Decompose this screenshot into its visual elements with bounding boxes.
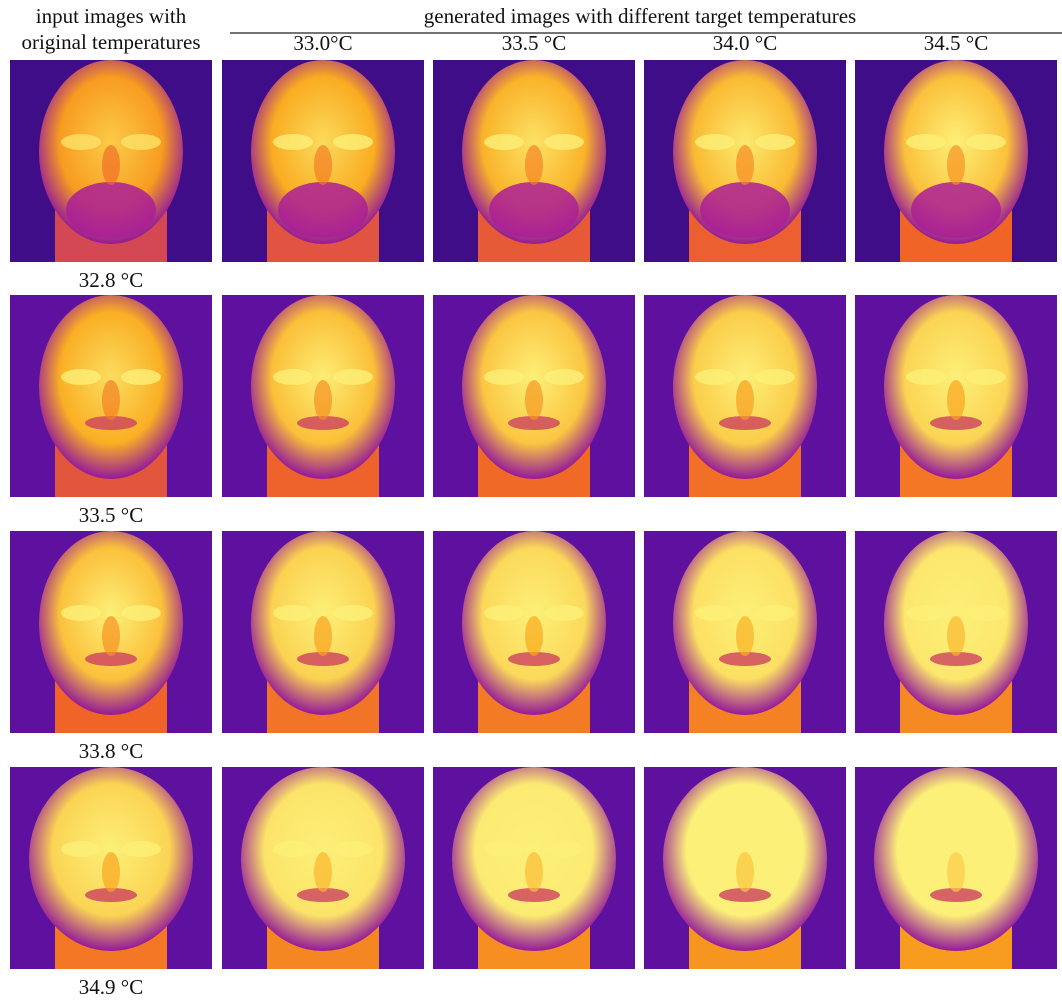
thermal-image bbox=[433, 531, 635, 733]
eye bbox=[333, 369, 373, 385]
nose bbox=[102, 852, 120, 892]
nose bbox=[314, 616, 332, 656]
nose bbox=[525, 852, 543, 892]
thermal-image bbox=[10, 531, 212, 733]
eye bbox=[966, 369, 1006, 385]
beard bbox=[700, 182, 790, 238]
eye bbox=[966, 605, 1006, 621]
eye bbox=[544, 369, 584, 385]
eye bbox=[273, 605, 313, 621]
image-grid bbox=[10, 60, 1057, 969]
eye bbox=[121, 841, 161, 857]
eye bbox=[273, 134, 313, 150]
eye bbox=[484, 134, 524, 150]
nose bbox=[314, 852, 332, 892]
eye bbox=[906, 369, 946, 385]
thermal-image bbox=[222, 767, 424, 969]
nose bbox=[525, 380, 543, 420]
nose bbox=[947, 616, 965, 656]
nose bbox=[736, 616, 754, 656]
thermal-image bbox=[433, 295, 635, 497]
eye bbox=[484, 369, 524, 385]
nose bbox=[947, 852, 965, 892]
nose bbox=[525, 616, 543, 656]
eye bbox=[755, 841, 795, 857]
row-label: 33.8 °C bbox=[79, 739, 143, 763]
beard bbox=[911, 182, 1001, 238]
row-label: 32.8 °C bbox=[79, 268, 143, 292]
nose bbox=[736, 852, 754, 892]
thermal-image bbox=[644, 767, 846, 969]
eye bbox=[484, 605, 524, 621]
eye bbox=[966, 841, 1006, 857]
eye bbox=[273, 369, 313, 385]
nose bbox=[314, 145, 332, 185]
eye bbox=[755, 134, 795, 150]
input-label: original temperatures bbox=[21, 30, 200, 54]
nose bbox=[947, 145, 965, 185]
eye bbox=[906, 605, 946, 621]
eye bbox=[695, 841, 735, 857]
nose bbox=[736, 380, 754, 420]
thermal-image bbox=[855, 295, 1057, 497]
thermal-image bbox=[644, 60, 846, 262]
thermal-image bbox=[433, 60, 635, 262]
thermal-image bbox=[644, 531, 846, 733]
thermal-image bbox=[855, 60, 1057, 262]
eye bbox=[544, 605, 584, 621]
beard bbox=[489, 182, 579, 238]
eye bbox=[695, 605, 735, 621]
eye bbox=[121, 134, 161, 150]
eye bbox=[544, 841, 584, 857]
thermal-image bbox=[222, 295, 424, 497]
eye bbox=[484, 841, 524, 857]
beard bbox=[66, 182, 156, 238]
nose bbox=[102, 616, 120, 656]
eye bbox=[61, 605, 101, 621]
thermal-image bbox=[10, 60, 212, 262]
thermal-image bbox=[644, 295, 846, 497]
column-label: 34.0 °C bbox=[713, 31, 777, 55]
input-label: input images with bbox=[36, 4, 187, 28]
thermal-image bbox=[855, 767, 1057, 969]
eye bbox=[333, 841, 373, 857]
eye bbox=[755, 369, 795, 385]
nose bbox=[525, 145, 543, 185]
nose bbox=[947, 380, 965, 420]
row-label: 33.5 °C bbox=[79, 503, 143, 527]
eye bbox=[61, 134, 101, 150]
eye bbox=[755, 605, 795, 621]
eye bbox=[695, 369, 735, 385]
thermal-image bbox=[222, 531, 424, 733]
eye bbox=[333, 134, 373, 150]
eye bbox=[966, 134, 1006, 150]
row-label: 34.9 °C bbox=[79, 975, 143, 999]
figure: input images with original temperatures … bbox=[0, 0, 1062, 1000]
eye bbox=[273, 841, 313, 857]
thermal-image bbox=[222, 60, 424, 262]
eye bbox=[695, 134, 735, 150]
eye bbox=[121, 605, 161, 621]
thermal-image bbox=[10, 295, 212, 497]
eye bbox=[544, 134, 584, 150]
nose bbox=[736, 145, 754, 185]
eye bbox=[121, 369, 161, 385]
eye bbox=[333, 605, 373, 621]
column-label: 34.5 °C bbox=[924, 31, 988, 55]
generated-label: generated images with different target t… bbox=[424, 4, 856, 28]
eye bbox=[906, 134, 946, 150]
nose bbox=[102, 380, 120, 420]
beard bbox=[278, 182, 368, 238]
thermal-image bbox=[433, 767, 635, 969]
column-label: 33.5 °C bbox=[502, 31, 566, 55]
eye bbox=[61, 369, 101, 385]
nose bbox=[102, 145, 120, 185]
eye bbox=[906, 841, 946, 857]
eye bbox=[61, 841, 101, 857]
nose bbox=[314, 380, 332, 420]
column-label: 33.0°C bbox=[293, 31, 352, 55]
thermal-image bbox=[10, 767, 212, 969]
thermal-image bbox=[855, 531, 1057, 733]
